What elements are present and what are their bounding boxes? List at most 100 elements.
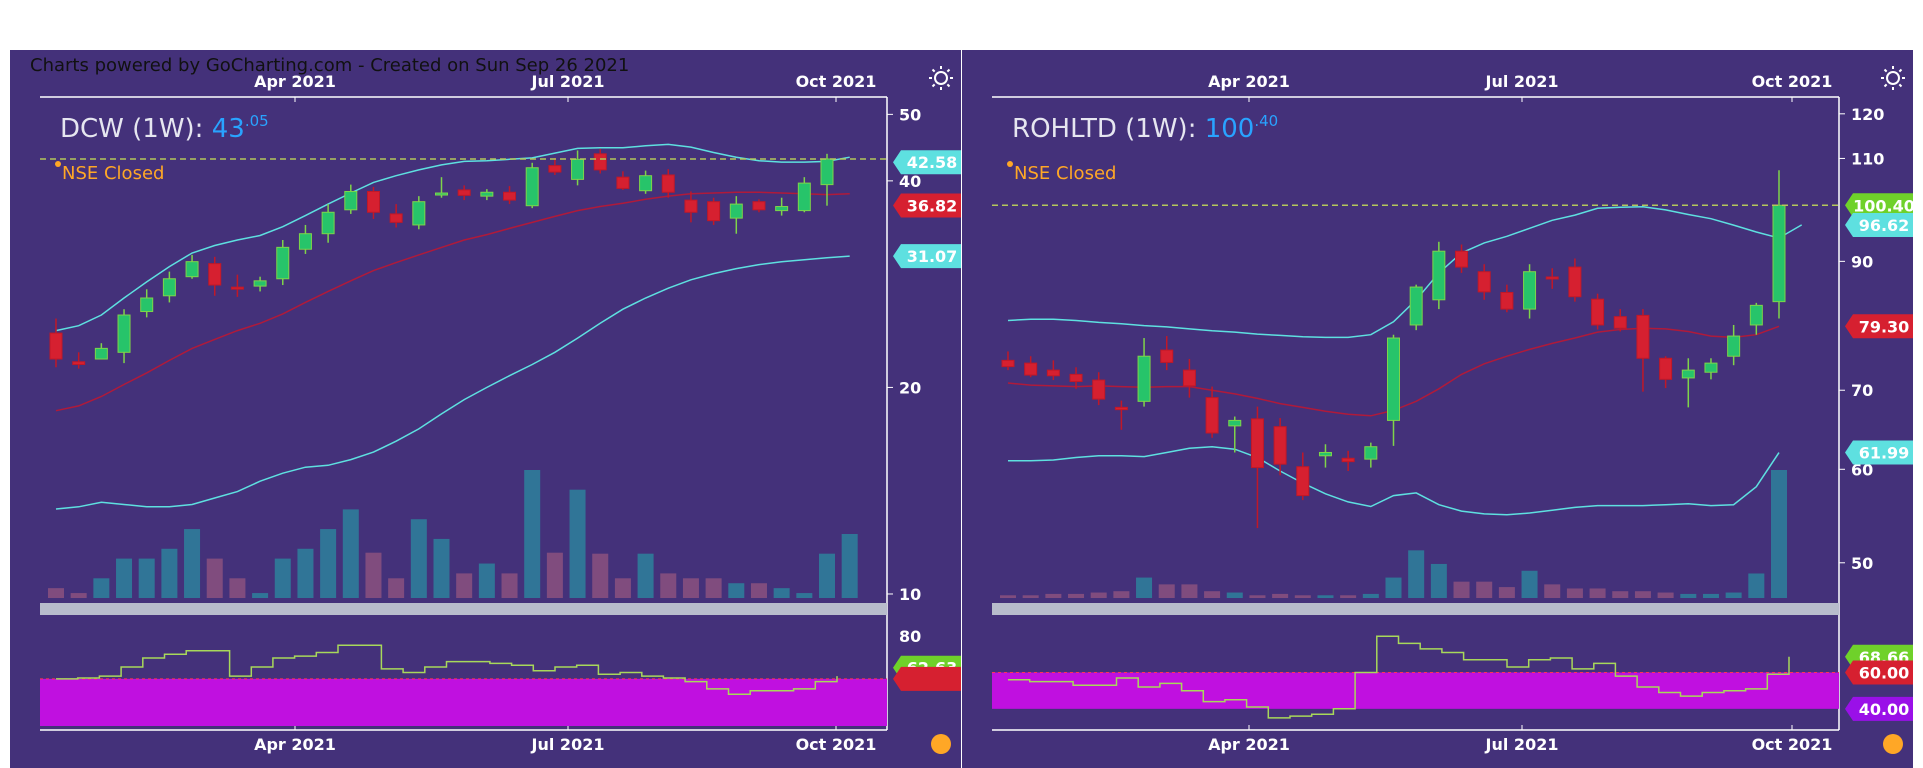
candle-body	[1749, 304, 1763, 326]
symbol-label: DCW (1W):	[60, 114, 212, 144]
candle-body	[1432, 250, 1446, 301]
rsi-badge-label: 60.00	[1859, 664, 1910, 683]
upper-band-line	[1007, 206, 1803, 339]
volume-bar	[410, 519, 427, 598]
rsi-badge-shape	[1845, 696, 1913, 721]
candle-body	[1477, 271, 1491, 293]
y-tick-label: 50	[899, 105, 921, 124]
y-tick-label: 20	[899, 378, 921, 397]
volume-bar	[841, 534, 858, 598]
orange-status-circle-icon[interactable]	[931, 734, 951, 754]
candle-body	[593, 153, 607, 171]
x-tick-label-top: Oct 2021	[1752, 72, 1833, 91]
candle-body	[1568, 266, 1582, 298]
candle-body	[1273, 426, 1287, 465]
candle-body	[208, 263, 222, 286]
settings-sun-icon[interactable]	[1881, 66, 1905, 90]
price-badge-shape	[893, 193, 961, 218]
price-badge-label: 31.07	[907, 247, 958, 266]
rohltd-chart-svg: Apr 2021 Apr 2021 Jul 2021 Jul 2021 Oct 2021…	[992, 66, 1913, 754]
candle-body	[503, 191, 517, 201]
volume-bar	[1158, 584, 1175, 598]
upper-band-line	[55, 143, 850, 332]
settings-sun-icon[interactable]	[929, 66, 953, 90]
mid-band-line	[55, 191, 850, 412]
volume-bar	[365, 552, 382, 598]
price-integer: 43	[212, 114, 245, 144]
candle-body	[1727, 335, 1741, 357]
volume-bar	[592, 553, 609, 598]
candle-body	[1318, 451, 1332, 457]
volume-bar	[297, 548, 314, 598]
volume-bar	[1022, 595, 1039, 598]
volume-bar	[1612, 591, 1629, 598]
candle-body	[1681, 369, 1695, 379]
volume-bar	[478, 563, 495, 598]
volume-bar	[229, 578, 246, 598]
volume-bar	[1748, 573, 1765, 598]
rsi-line	[56, 644, 838, 696]
price-badge: 96.62	[1845, 212, 1913, 237]
volume-bar	[1680, 593, 1697, 598]
volume-bar	[796, 593, 813, 598]
volume-bar	[1408, 550, 1425, 598]
x-tick-label-bottom: Apr 2021	[1208, 735, 1290, 754]
candle-body	[661, 174, 675, 193]
rsi-badge-shape	[1845, 660, 1913, 685]
candle-body	[1228, 419, 1242, 427]
candle-body	[1046, 369, 1060, 377]
rsi-badge	[893, 666, 961, 691]
candle-body	[616, 176, 630, 189]
candle-body	[94, 347, 108, 360]
candle-body	[1341, 457, 1355, 463]
volume-bar	[1045, 593, 1062, 598]
volume-bar	[1294, 595, 1311, 598]
volume-bar	[705, 578, 722, 598]
pane-separator[interactable]	[40, 603, 887, 615]
candle-body	[1613, 316, 1627, 329]
volume-bar	[1090, 592, 1107, 598]
orange-status-circle-icon[interactable]	[1883, 734, 1903, 754]
candle-body	[1659, 357, 1673, 380]
volume-bar	[1249, 595, 1266, 598]
price-badge-shape	[1845, 314, 1913, 339]
attribution-text: Charts powered by GoCharting.com - Creat…	[30, 55, 630, 76]
price-badge-label: 96.62	[1859, 216, 1910, 235]
price-badge-shape	[1845, 440, 1913, 465]
candle-body	[729, 203, 743, 219]
candle-body	[298, 233, 312, 250]
volume-bar	[1702, 593, 1719, 598]
pane-separator[interactable]	[992, 603, 1839, 615]
volume-bar	[546, 552, 563, 598]
volume-bar	[1634, 591, 1651, 598]
y-tick-label: 60	[1851, 460, 1873, 479]
rsi-tick-label: 80	[899, 627, 921, 646]
rsi-band-fill	[40, 678, 887, 726]
lower-band-line	[55, 255, 850, 510]
price-badge: 42.58	[893, 150, 961, 175]
volume-bar	[206, 558, 223, 598]
candle-body	[140, 297, 154, 313]
volume-bar	[1498, 587, 1515, 598]
price-badge: 79.30	[1845, 314, 1913, 339]
candle-body	[1387, 337, 1400, 421]
x-tick-label-bottom: Jul 2021	[531, 735, 605, 754]
price-integer: 100	[1205, 114, 1255, 144]
volume-bar	[728, 583, 745, 598]
y-tick-label: 70	[1851, 381, 1873, 400]
candle-body	[707, 201, 721, 222]
price-badge-shape	[1845, 212, 1913, 237]
price-badge-shape	[1845, 193, 1913, 218]
x-tick-label-top: Apr 2021	[254, 72, 336, 91]
price-badge-shape	[893, 150, 961, 175]
candle-body	[389, 213, 403, 223]
price-badge-shape	[893, 244, 961, 269]
candle-body	[185, 261, 199, 278]
candle-body	[1069, 373, 1083, 383]
volume-bar	[1385, 577, 1402, 598]
price-badge-label: 61.99	[1859, 444, 1910, 463]
candle-body	[1409, 286, 1423, 326]
candle-body	[321, 211, 335, 235]
dcw-chart-svg: Apr 2021 Apr 2021 Jul 2021 Jul 2021 Oct 2021…	[40, 66, 961, 754]
candle-body	[457, 189, 471, 196]
